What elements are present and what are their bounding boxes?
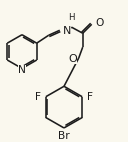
Text: O: O bbox=[68, 54, 77, 64]
Text: F: F bbox=[87, 92, 93, 102]
Text: N: N bbox=[63, 26, 71, 36]
Text: N: N bbox=[18, 65, 26, 75]
Text: H: H bbox=[68, 13, 75, 22]
Text: Br: Br bbox=[58, 131, 70, 141]
Text: F: F bbox=[35, 92, 41, 102]
Text: O: O bbox=[96, 18, 104, 28]
